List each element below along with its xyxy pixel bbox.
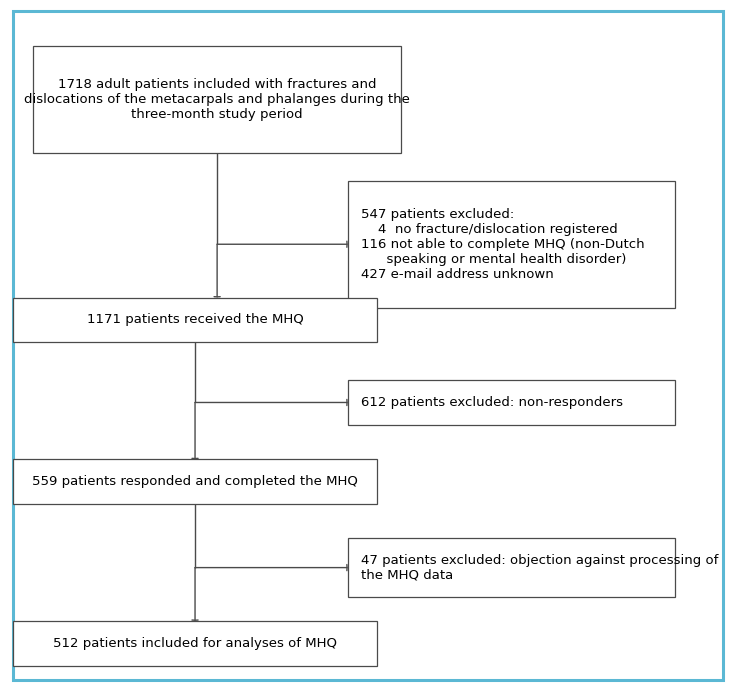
- Text: 1718 adult patients included with fractures and
dislocations of the metacarpals : 1718 adult patients included with fractu…: [24, 78, 410, 121]
- FancyBboxPatch shape: [13, 621, 377, 666]
- Text: 512 patients included for analyses of MHQ: 512 patients included for analyses of MH…: [53, 637, 337, 649]
- Text: 559 patients responded and completed the MHQ: 559 patients responded and completed the…: [32, 475, 358, 488]
- Text: 1171 patients received the MHQ: 1171 patients received the MHQ: [87, 314, 303, 326]
- Text: 47 patients excluded: objection against processing of
the MHQ data: 47 patients excluded: objection against …: [361, 554, 718, 581]
- FancyBboxPatch shape: [13, 460, 377, 504]
- FancyBboxPatch shape: [347, 538, 676, 597]
- FancyBboxPatch shape: [347, 180, 676, 308]
- Text: 612 patients excluded: non-responders: 612 patients excluded: non-responders: [361, 396, 623, 409]
- FancyBboxPatch shape: [33, 47, 401, 153]
- FancyBboxPatch shape: [13, 297, 377, 342]
- Text: 547 patients excluded:
    4  no fracture/dislocation registered
116 not able to: 547 patients excluded: 4 no fracture/dis…: [361, 208, 645, 281]
- FancyBboxPatch shape: [347, 380, 676, 425]
